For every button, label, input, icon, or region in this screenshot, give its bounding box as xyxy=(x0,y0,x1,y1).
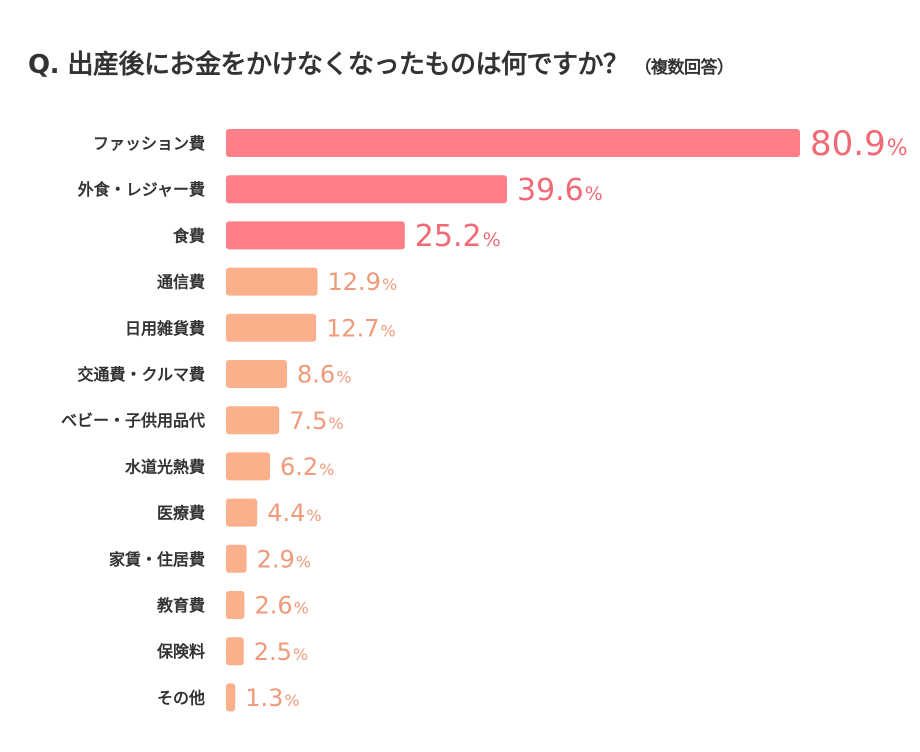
bar-row: 家賃・住居費 2.9% xyxy=(109,544,311,573)
value-number: 2.9 xyxy=(257,545,295,573)
bar-row: 保険料 2.5% xyxy=(156,637,308,666)
value-label: 25.2% xyxy=(415,219,501,254)
value-number: 25.2 xyxy=(415,219,482,254)
value-number: 6.2 xyxy=(280,453,318,481)
percent-suffix: % xyxy=(306,506,321,525)
category-label: ベビー・子供用品代 xyxy=(61,411,205,430)
value-label: 12.7% xyxy=(326,314,396,342)
bar xyxy=(226,129,800,157)
bar-row: 教育費 2.6% xyxy=(157,591,309,620)
value-label: 2.6% xyxy=(254,592,308,620)
value-label: 12.9% xyxy=(328,268,398,296)
category-label: 家賃・住居費 xyxy=(109,550,205,569)
percent-suffix: % xyxy=(293,645,308,664)
percent-suffix: % xyxy=(887,136,908,161)
percent-suffix: % xyxy=(328,414,343,433)
bar-row: 外食・レジャー費 39.6% xyxy=(77,173,603,208)
value-number: 1.3 xyxy=(245,684,283,712)
category-label: 食費 xyxy=(172,226,205,245)
bar-row: 交通費・クルマ費 8.6% xyxy=(77,360,351,389)
bar xyxy=(226,452,270,481)
bar-row: ファッション費 80.9% xyxy=(93,124,908,164)
percent-suffix: % xyxy=(382,275,397,294)
value-label: 2.9% xyxy=(257,545,311,573)
percent-suffix: % xyxy=(585,183,603,205)
value-number: 8.6 xyxy=(297,361,335,389)
value-label: 80.9% xyxy=(810,124,908,164)
percent-suffix: % xyxy=(381,321,396,340)
chart-title-note: （複数回答） xyxy=(634,58,735,78)
value-number: 4.4 xyxy=(267,499,305,527)
percent-suffix: % xyxy=(296,552,311,571)
category-label: 日用雑貨費 xyxy=(125,319,205,338)
bar xyxy=(226,683,236,712)
bar-row: 通信費 12.9% xyxy=(157,267,398,296)
bar xyxy=(226,406,280,435)
value-number: 12.9 xyxy=(328,268,381,296)
value-number: 80.9 xyxy=(810,124,886,164)
value-number: 39.6 xyxy=(517,173,584,208)
percent-suffix: % xyxy=(483,229,501,251)
percent-suffix: % xyxy=(294,599,309,618)
bar xyxy=(226,498,258,527)
value-number: 2.6 xyxy=(254,592,292,620)
category-label: 医療費 xyxy=(157,504,205,523)
chart-title: Q. 出産後にお金をかけなくなったものは何ですか？ （複数回答） xyxy=(28,44,734,81)
bar-row: 水道光熱費 6.2% xyxy=(125,452,334,481)
category-label: 外食・レジャー費 xyxy=(77,180,205,199)
category-label: ファッション費 xyxy=(93,134,205,153)
bar-row: 食費 25.2% xyxy=(172,219,501,254)
category-label: 交通費・クルマ費 xyxy=(77,365,205,384)
value-label: 4.4% xyxy=(267,499,321,527)
bar xyxy=(226,591,245,619)
value-number: 7.5 xyxy=(289,407,327,435)
value-number: 12.7 xyxy=(326,314,379,342)
bar xyxy=(226,637,244,666)
bar-row: 医療費 4.4% xyxy=(157,498,322,527)
value-label: 6.2% xyxy=(280,453,334,481)
bar xyxy=(226,175,507,204)
bar-row: その他 1.3% xyxy=(157,683,300,712)
category-label: 教育費 xyxy=(157,596,205,615)
value-label: 39.6% xyxy=(517,173,603,208)
value-number: 2.5 xyxy=(254,638,292,666)
category-label: 通信費 xyxy=(157,273,205,292)
bar-row: ベビー・子供用品代 7.5% xyxy=(61,406,344,435)
bar xyxy=(226,360,288,388)
value-label: 7.5% xyxy=(289,407,343,435)
bar xyxy=(226,221,405,250)
value-label: 8.6% xyxy=(297,361,351,389)
bar xyxy=(226,313,317,342)
category-label: その他 xyxy=(157,688,205,707)
percent-suffix: % xyxy=(319,460,334,479)
category-label: 水道光熱費 xyxy=(125,457,205,476)
category-label: 保険料 xyxy=(156,642,205,661)
percent-suffix: % xyxy=(336,368,351,387)
bar xyxy=(226,267,318,296)
percent-suffix: % xyxy=(284,691,299,710)
bar-row: 日用雑貨費 12.7% xyxy=(125,313,396,342)
value-label: 2.5% xyxy=(254,638,308,666)
chart-title-text: Q. 出産後にお金をかけなくなったものは何ですか？ xyxy=(28,50,629,80)
bar xyxy=(226,544,247,573)
value-label: 1.3% xyxy=(245,684,299,712)
